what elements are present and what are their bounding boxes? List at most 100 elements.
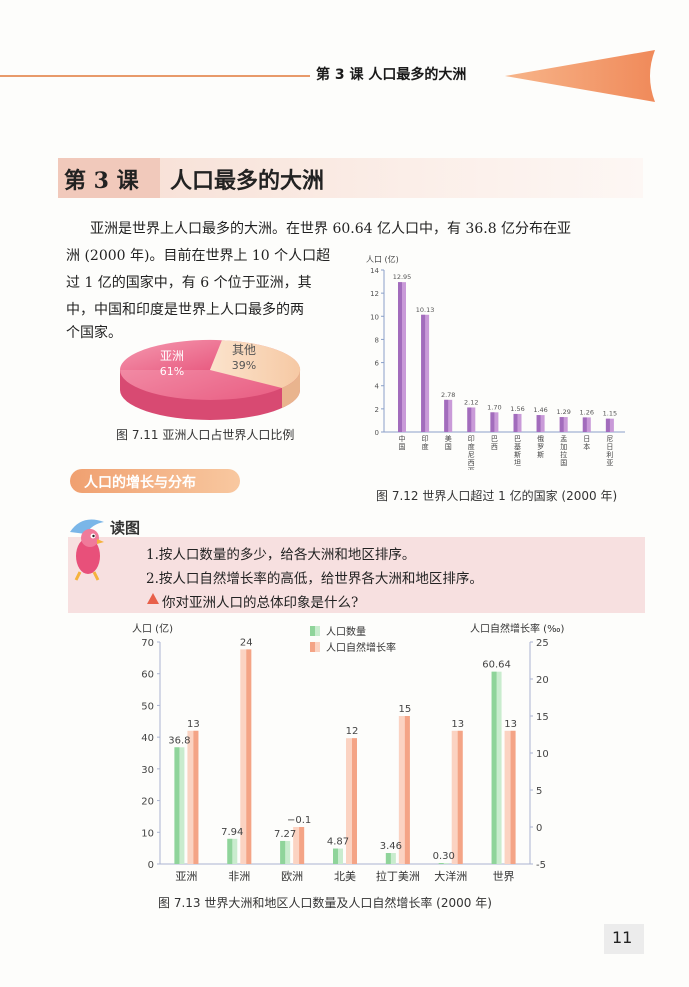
legend-swatch-growth-light — [315, 642, 320, 652]
f13-left-tick-label: 70 — [141, 638, 154, 649]
f12-category-label: 巴西 — [491, 435, 498, 451]
f12-bar-shade — [559, 417, 564, 432]
f12-bar — [559, 417, 568, 432]
f13-category-label: 北美 — [334, 870, 356, 883]
f12-category-label: 印度尼西亚 — [468, 435, 475, 470]
figure-7-13-ylabel-left: 人口 (亿) — [132, 622, 173, 635]
f13-population-value: 0.30 — [433, 851, 455, 862]
figure-7-12-caption: 图 7.12 世界人口超过 1 亿的国家 (2000 年) — [376, 489, 618, 503]
f13-population-value: 36.8 — [168, 735, 190, 746]
f12-bar-shade — [536, 415, 541, 432]
f13-left-tick-label: 50 — [141, 701, 154, 712]
f13-population-bar-shade — [280, 840, 286, 864]
f12-category-label: 印度 — [422, 435, 429, 451]
f12-bar-shade — [421, 314, 426, 432]
f13-left-tick-label: 40 — [141, 733, 154, 744]
f13-population-bar — [174, 747, 185, 864]
warning-triangle-icon — [147, 593, 159, 604]
reading-question: 2.按人口自然增长率的高低，给世界各大洲和地区排序。 — [146, 571, 483, 587]
f12-y-tick-label: 4 — [375, 383, 380, 391]
f12-bar-shade — [467, 407, 472, 432]
f13-right-tick-label: -5 — [536, 860, 546, 871]
f13-left-tick-label: 20 — [141, 797, 154, 808]
pie-value-asia: 61% — [160, 365, 184, 378]
paragraph-line: 中，中国和印度是世界上人口最多的两 — [66, 302, 304, 318]
f13-category-label: 世界 — [493, 870, 515, 883]
section-heading: 人口的增长与分布 — [84, 475, 196, 491]
figure-7-13-caption: 图 7.13 世界大洲和地区人口数量及人口自然增长率 (2000 年) — [158, 896, 492, 910]
figure-7-12-ylabel: 人口 (亿) — [366, 254, 399, 264]
f13-growth-bar-shade — [510, 730, 516, 864]
running-header-title: 第 3 课 人口最多的大洲 — [316, 67, 467, 83]
f12-y-tick-label: 8 — [375, 336, 379, 344]
f13-left-tick-label: 0 — [148, 860, 154, 871]
f13-population-value: 7.27 — [274, 829, 296, 840]
f12-category-label: 孟加拉国 — [560, 434, 567, 467]
f12-category-label: 日本 — [583, 435, 590, 451]
f12-value-label: 10.13 — [416, 306, 435, 314]
f13-growth-bar-shade — [299, 827, 305, 864]
lesson-number-box — [58, 158, 160, 198]
f13-growth-bar — [504, 730, 516, 864]
f13-population-bar-shade — [227, 838, 233, 864]
figure-7-12-chart: 人口 (亿) 0 2 4 6 8 10 12 14 12.95 中国 10.13 印度 2.78 美国 2… — [366, 254, 625, 470]
f13-category-label: 亚洲 — [175, 870, 197, 883]
f13-growth-bar — [187, 730, 199, 864]
f13-population-bar-shade — [385, 853, 391, 864]
f12-value-label: 2.12 — [464, 398, 478, 406]
f13-left-tick-label: 10 — [141, 828, 154, 839]
paragraph-line: 洲 (2000 年)。目前在世界上 10 个人口超 — [66, 248, 331, 264]
f13-growth-bar — [346, 738, 357, 864]
f13-population-value: 7.94 — [221, 827, 243, 838]
f12-y-tick-label: 14 — [370, 267, 379, 275]
lesson-title: 人口最多的大洲 — [170, 168, 325, 194]
f13-growth-value: 13 — [504, 719, 517, 730]
f12-bar — [444, 399, 453, 432]
f12-y-tick-label: 2 — [375, 406, 379, 414]
f13-right-tick-label: 10 — [536, 749, 549, 760]
figure-7-11-pie: 亚洲 61% 其他 39% — [119, 339, 301, 420]
figure-7-11-caption: 图 7.11 亚洲人口占世界人口比例 — [116, 428, 295, 442]
legend-label-population: 人口数量 — [326, 625, 366, 638]
f13-left-tick-label: 30 — [141, 765, 154, 776]
f13-growth-value: −0.1 — [287, 815, 311, 826]
legend-swatch-population-light — [315, 626, 320, 636]
f13-growth-value: 13 — [187, 719, 200, 730]
f13-growth-bar-shade — [404, 716, 410, 864]
header-rule — [0, 75, 310, 77]
paragraph-line: 亚洲是世界上人口最多的大洲。在世界 60.64 亿人口中，有 36.8 亿分布在… — [90, 221, 572, 237]
f13-growth-bar — [293, 827, 305, 864]
f12-y-tick-label: 12 — [370, 290, 379, 298]
f12-value-label: 1.29 — [556, 408, 570, 416]
f13-category-label: 大洋洲 — [434, 869, 467, 883]
legend-label-growth: 人口自然增长率 — [326, 641, 396, 654]
f13-category-label: 欧洲 — [281, 870, 303, 883]
f12-value-label: 1.70 — [487, 403, 501, 411]
f12-category-label: 中国 — [399, 434, 406, 451]
f12-bar-shade — [490, 412, 495, 432]
f12-bar-shade — [605, 418, 610, 432]
f13-population-bar-shade — [174, 747, 180, 864]
f13-right-tick-label: 15 — [536, 712, 549, 723]
reading-title: 读图 — [110, 519, 141, 537]
f13-growth-bar-shade — [457, 730, 463, 864]
f13-growth-bar-shade — [193, 730, 199, 864]
f12-category-label: 尼日利亚 — [606, 435, 613, 467]
header-fan-decoration — [505, 50, 655, 102]
f12-category-label: 巴基斯坦 — [514, 435, 521, 467]
pie-label-asia: 亚洲 — [160, 349, 184, 363]
f13-population-bar-shade — [438, 863, 444, 864]
f13-growth-bar — [451, 730, 463, 864]
f13-growth-value: 15 — [398, 704, 411, 715]
f13-category-label: 非洲 — [228, 870, 250, 883]
f13-population-value: 3.46 — [380, 841, 402, 852]
pie-side-other — [282, 370, 300, 408]
f12-y-tick-label: 10 — [370, 313, 379, 321]
legend-swatch-population — [310, 626, 315, 636]
f13-growth-value: 24 — [240, 637, 253, 648]
pie-slice-other — [210, 340, 301, 388]
f13-growth-value: 13 — [451, 719, 464, 730]
page-number: 11 — [612, 928, 633, 947]
f12-value-label: 12.95 — [393, 273, 412, 281]
f12-y-tick-label: 0 — [375, 429, 379, 437]
